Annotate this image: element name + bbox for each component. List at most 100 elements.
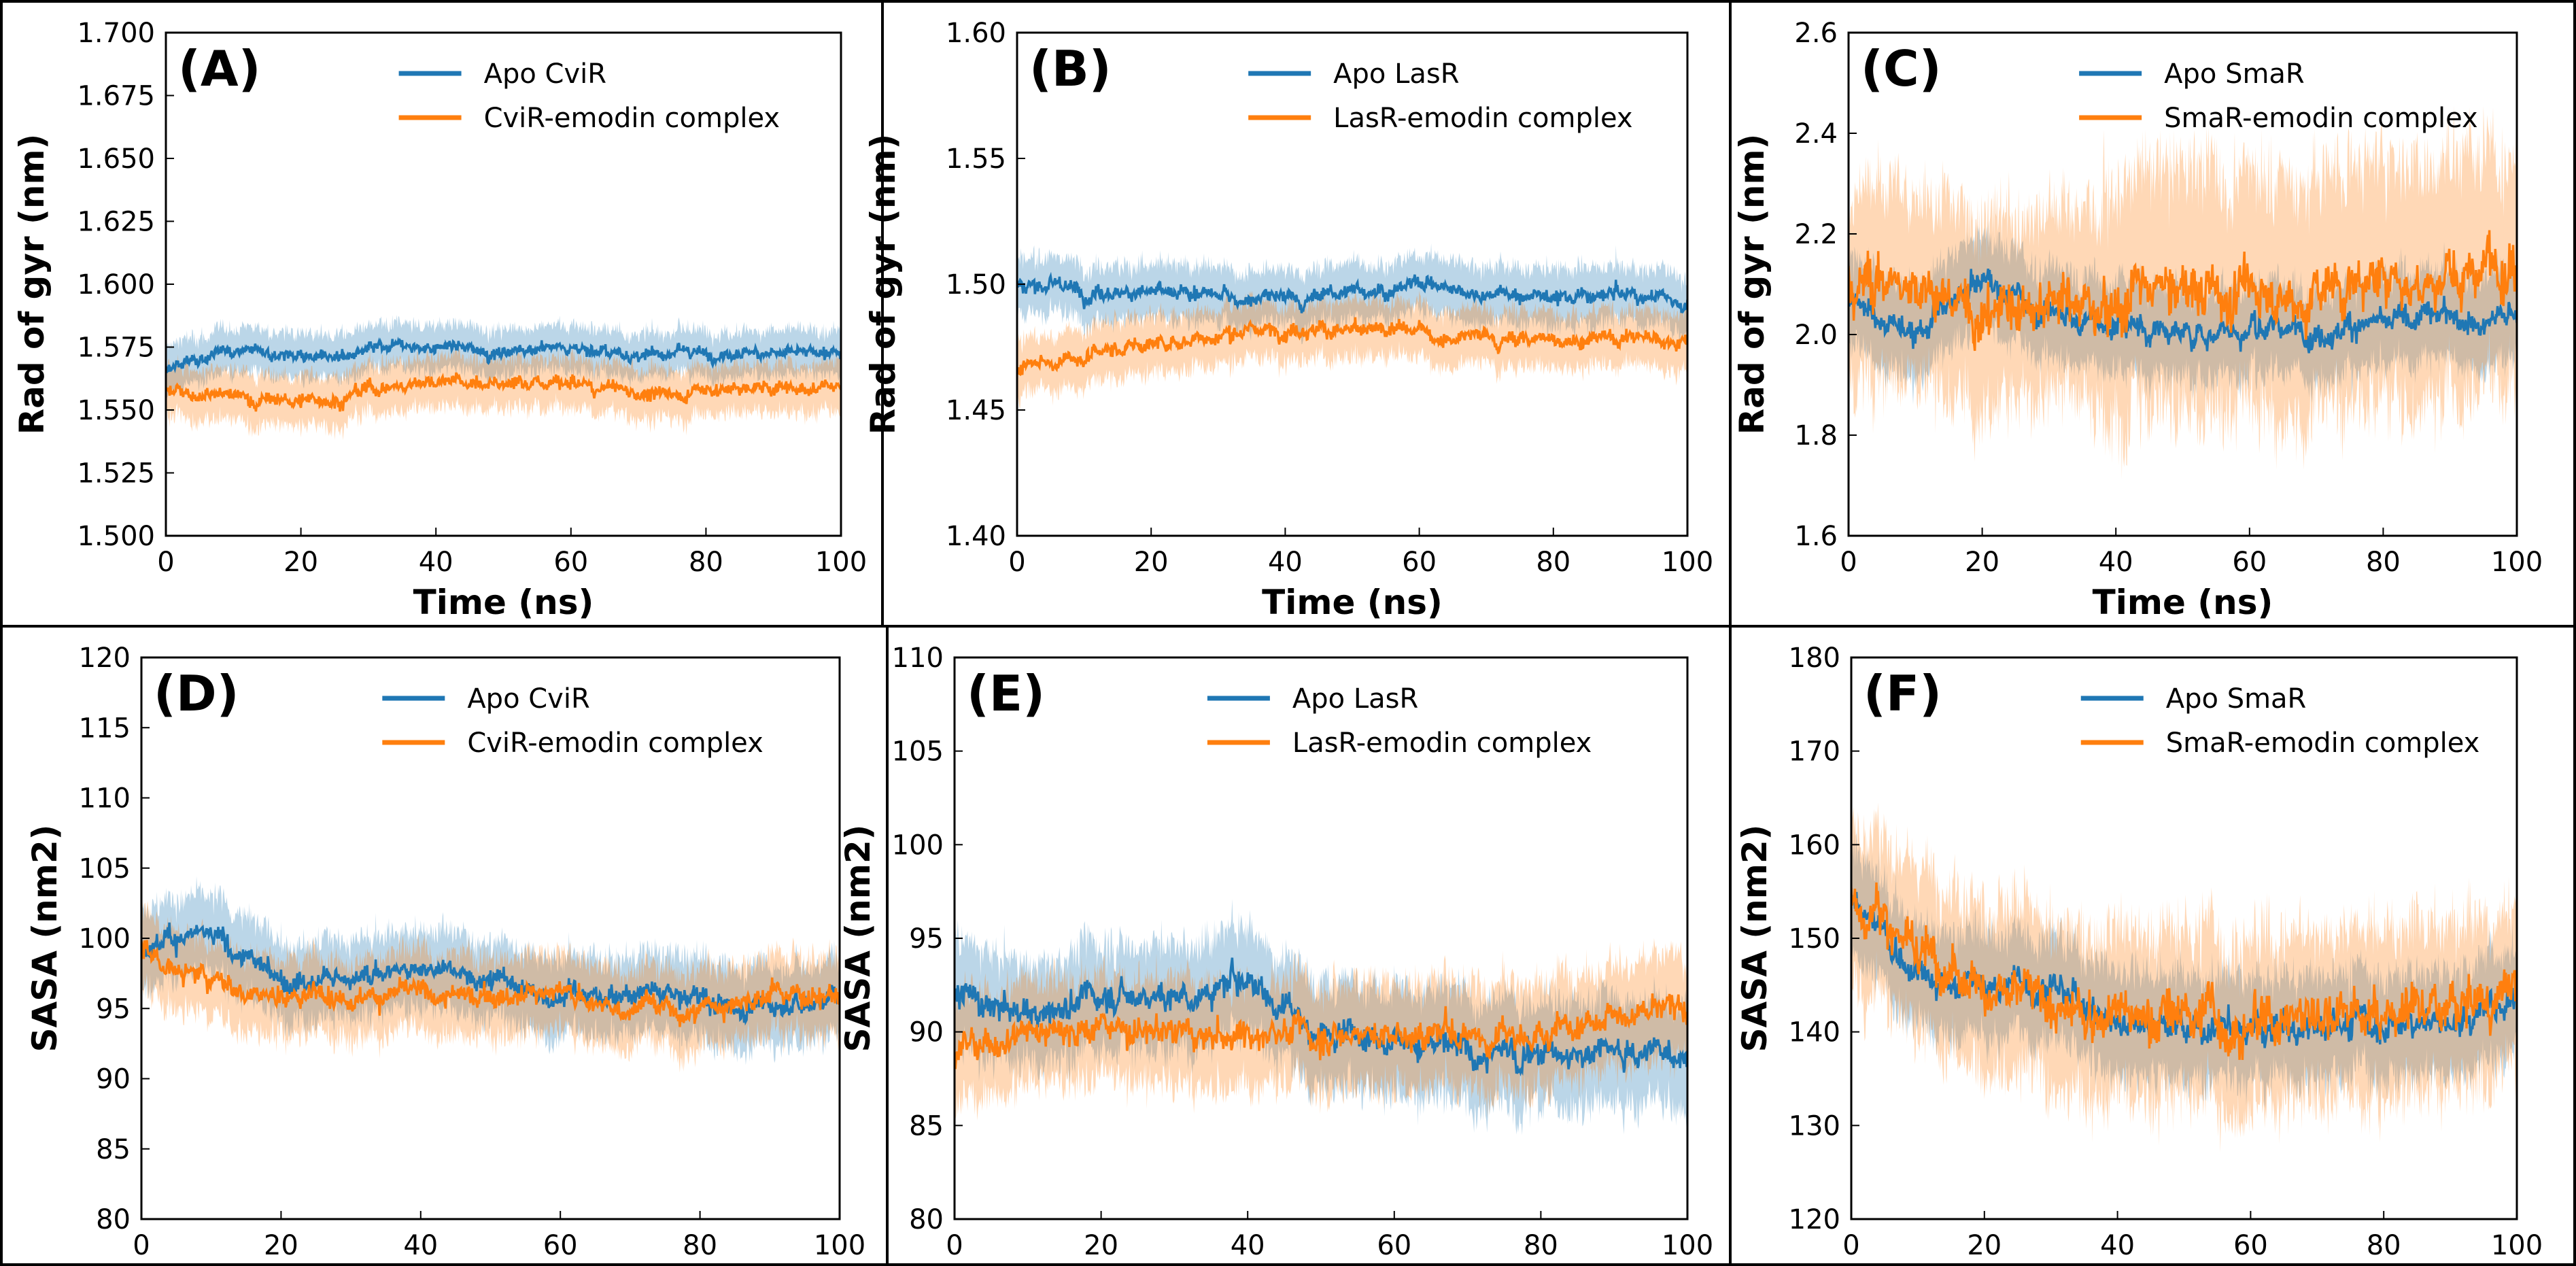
plot-area [166, 315, 841, 441]
x-tick-label: 100 [1662, 547, 1713, 578]
y-axis-label: Rad of gyr (nm) [863, 134, 903, 435]
x-tick-label: 20 [264, 1230, 298, 1261]
series-line-complex [955, 993, 1687, 1070]
chart-panel-b: 0 20 40 60 80 100 1.40 1.45 1.50 1.55 1.60 Time (ns… [863, 18, 1713, 622]
series-band-apo [1849, 220, 2517, 405]
x-tick-label: 20 [284, 547, 318, 578]
x-tick-label: 20 [1084, 1230, 1118, 1261]
y-tick-label: 80 [96, 1204, 131, 1235]
y-tick-label: 115 [79, 713, 131, 744]
x-tick-label: 80 [1524, 1230, 1558, 1261]
x-tick-label: 40 [403, 1230, 438, 1261]
y-tick-label: 2.4 [1794, 118, 1838, 150]
legend-label: Apo CviR [484, 58, 606, 90]
y-tick-label: 1.625 [77, 207, 155, 238]
y-axis-label: SASA (nm2) [1735, 824, 1774, 1052]
x-tick-label: 80 [683, 1230, 717, 1261]
series-line-complex [1851, 882, 2517, 1060]
panel-label: (B) [1029, 40, 1112, 97]
x-axis-label: Time (ns) [413, 583, 594, 622]
panel-label: (D) [154, 665, 239, 722]
x-tick-label: 60 [553, 547, 588, 578]
y-axis-label: Rad of gyr (nm) [12, 134, 52, 435]
chart-panel-d: 02040608010080859095100105110115120Time … [25, 643, 865, 1261]
x-tick-label: 40 [1231, 1230, 1265, 1261]
y-tick-label: 1.40 [946, 521, 1006, 552]
legend-label: CviR-emodin complex [467, 728, 763, 759]
panel-label: (E) [967, 665, 1045, 722]
y-tick-label: 1.8 [1794, 420, 1838, 451]
chart-panel-c: 0 20 40 60 80 100 1.6 1.8 2.0 2.2 2.4 2.6 Time (ns) R… [1732, 18, 2543, 622]
y-tick-label: 1.60 [946, 18, 1006, 49]
x-tick-label: 0 [1840, 547, 1857, 578]
series-line-apo [955, 957, 1687, 1077]
series-line-apo [166, 337, 841, 374]
x-tick-label: 60 [543, 1230, 578, 1261]
y-tick-label: 1.700 [77, 18, 155, 49]
series-band-complex [166, 344, 841, 441]
panel-label: (C) [1861, 40, 1942, 97]
y-tick-label: 1.650 [77, 143, 155, 175]
plot-area [1017, 243, 1687, 409]
plot-area [1849, 105, 2517, 480]
y-tick-label: 2.0 [1794, 320, 1838, 351]
x-axis-label: Time (ns) [1262, 583, 1443, 622]
x-tick-label: 0 [1008, 547, 1025, 578]
x-tick-label: 80 [689, 547, 723, 578]
x-axis-label: Time (ns) [2093, 583, 2273, 622]
y-tick-label: 1.600 [77, 269, 155, 301]
chart-panel-f: 020406080100120130140150160170180Time (n… [1735, 643, 2543, 1261]
legend-label: SmaR-emodin complex [2166, 728, 2480, 759]
x-tick-label: 60 [1402, 547, 1437, 578]
series-band-apo [955, 899, 1687, 1135]
x-tick-label: 0 [1842, 1230, 1859, 1261]
plot-area [955, 899, 1687, 1135]
y-tick-label: 1.55 [946, 143, 1006, 175]
legend: Apo SmaR SmaR-emodin complex [2080, 683, 2480, 759]
y-tick-label: 130 [1789, 1110, 1840, 1142]
legend-label: Apo SmaR [2164, 58, 2305, 90]
legend-label: Apo LasR [1333, 58, 1459, 90]
y-tick-label: 100 [79, 923, 131, 955]
y-tick-label: 110 [79, 783, 131, 815]
legend-label: Apo CviR [467, 683, 589, 715]
legend-label: CviR-emodin complex [484, 103, 780, 134]
chart-panel-a: 0 20 40 60 80 100 1.500 1.525 1.550 1.575 1.600 1.6… [12, 18, 867, 622]
x-tick-label: 0 [946, 1230, 963, 1261]
series-line-apo [1017, 271, 1687, 314]
y-tick-label: 105 [892, 736, 944, 768]
y-tick-label: 1.550 [77, 395, 155, 426]
x-tick-label: 80 [2366, 547, 2401, 578]
chart-panel-e: 02040608010080859095100105110Time (ns)SA… [838, 643, 1713, 1261]
y-tick-label: 2.6 [1794, 18, 1838, 49]
plot-area [1851, 802, 2517, 1153]
y-tick-label: 1.675 [77, 81, 155, 112]
axes-frame [1847, 31, 2518, 537]
legend: Apo CviR CviR-emodin complex [398, 58, 780, 134]
y-tick-label: 90 [96, 1064, 131, 1095]
y-tick-label: 105 [79, 853, 131, 885]
y-tick-label: 1.50 [946, 269, 1006, 301]
legend-label: LasR-emodin complex [1292, 728, 1592, 759]
y-tick-label: 1.575 [77, 332, 155, 364]
legend: Apo CviR CviR-emodin complex [382, 683, 763, 759]
legend-label: Apo SmaR [2166, 683, 2307, 715]
series-band-complex [1851, 802, 2517, 1153]
y-axis-label: Rad of gyr (nm) [1732, 134, 1772, 435]
y-tick-label: 95 [909, 923, 944, 955]
y-tick-label: 160 [1789, 829, 1840, 861]
y-tick-label: 85 [96, 1134, 131, 1165]
y-tick-label: 95 [96, 993, 131, 1025]
panel-label: (A) [178, 40, 261, 97]
y-tick-label: 120 [1789, 1204, 1840, 1235]
x-tick-label: 80 [2367, 1230, 2401, 1261]
y-tick-label: 2.2 [1794, 219, 1838, 250]
series-line-complex [1849, 230, 2517, 352]
y-tick-label: 110 [892, 643, 944, 674]
x-tick-label: 100 [1662, 1230, 1713, 1261]
legend-label: Apo LasR [1292, 683, 1418, 715]
legend-label: SmaR-emodin complex [2164, 103, 2478, 134]
